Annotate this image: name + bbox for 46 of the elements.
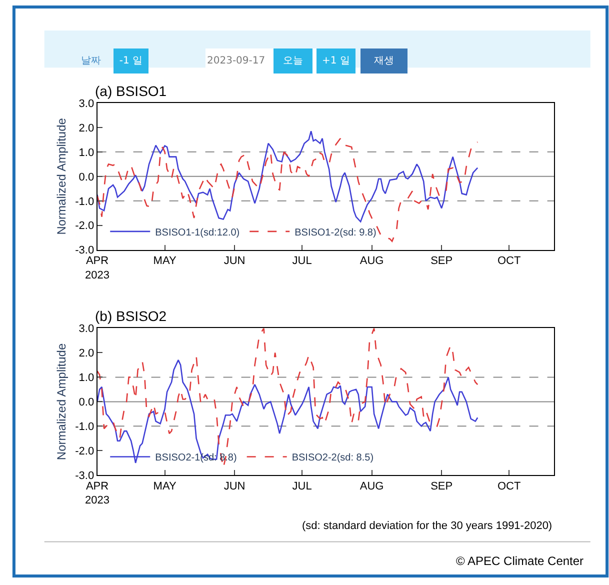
x-tick-label: JUN <box>224 480 246 492</box>
chart-title: (a) BSISO1 <box>95 83 167 99</box>
chart-title: (b) BSISO2 <box>95 308 167 324</box>
text: +1 일 <box>322 56 350 66</box>
x-tick-label: JUL <box>292 255 312 268</box>
y-tick-label: -3.0 <box>75 244 94 257</box>
y-tick-label: -2.0 <box>75 220 94 232</box>
line-series <box>97 359 478 464</box>
legend-label: BSISO1-2(sd: 9.8) <box>294 227 376 238</box>
y-tick-label: -2.0 <box>75 446 94 458</box>
x-tick-label: OCT <box>497 255 521 268</box>
line-series <box>97 130 478 222</box>
y-tick-label: 3.0 <box>78 98 94 110</box>
y-tick-label: 0.0 <box>78 396 94 409</box>
y-tick-label: -1.0 <box>75 421 94 434</box>
text: -1 일 <box>119 56 143 66</box>
text: (sd: standard deviation for the 30 years 1991-2020) <box>302 520 552 532</box>
x-tick-label: APR 2023 <box>85 255 110 282</box>
x-tick-label: APR 2023 <box>85 480 110 507</box>
legend-label: BSISO1-1(sd:12.0) <box>155 227 240 238</box>
x-tick-label: MAY <box>153 480 177 492</box>
text: 재생 <box>374 56 394 66</box>
text: 날짜 <box>81 56 101 66</box>
x-tick-label: JUN <box>224 255 246 268</box>
text: © APEC Climate Center <box>456 554 584 568</box>
y-axis-title: Normalized Amplitude <box>54 343 68 460</box>
legend-label: BSISO2-2(sd: 8.5) <box>292 452 374 464</box>
x-tick-label: AUG <box>360 480 384 492</box>
y-tick-label: -1.0 <box>75 196 94 208</box>
text: 2023-09-17 <box>207 56 266 66</box>
x-tick-label: SEP <box>430 480 453 492</box>
x-tick-label: SEP <box>430 255 453 268</box>
y-tick-label: 2.0 <box>78 122 94 134</box>
text: 오늘 <box>283 56 303 66</box>
y-tick-label: 3.0 <box>78 323 94 336</box>
y-tick-label: 2.0 <box>78 348 94 360</box>
x-tick-label: OCT <box>497 480 521 492</box>
x-tick-label: AUG <box>360 255 384 268</box>
y-tick-label: 0.0 <box>78 171 94 184</box>
y-tick-label: 1.0 <box>78 146 94 159</box>
y-axis-title: Normalized Amplitude <box>54 118 68 235</box>
x-tick-label: MAY <box>153 255 177 268</box>
line-series <box>97 138 478 242</box>
y-tick-label: -3.0 <box>75 470 94 482</box>
y-tick-label: 1.0 <box>78 372 94 384</box>
x-tick-label: JUL <box>292 480 312 492</box>
